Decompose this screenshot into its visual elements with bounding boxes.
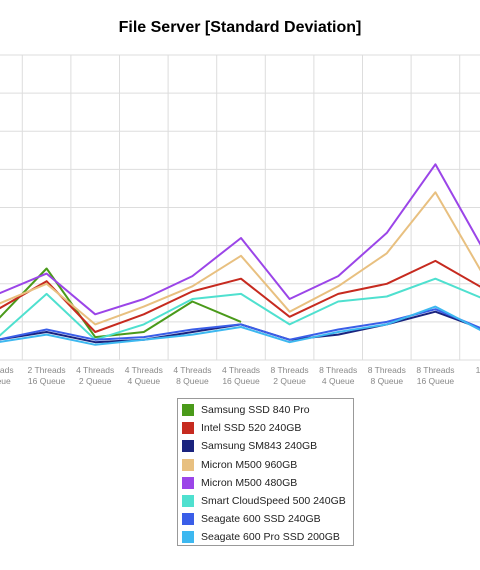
x-tick-label: 8 Threads: [319, 365, 357, 375]
legend-label: Micron M500 960GB: [201, 458, 298, 471]
legend-swatch: [182, 404, 194, 417]
x-tick-label: 8 Threads: [368, 365, 406, 375]
x-tick-label: 8 Queue: [176, 376, 209, 386]
legend-item: Intel SSD 520 240GB: [182, 419, 353, 437]
legend-item: Seagate 600 Pro SSD 200GB: [182, 528, 353, 546]
legend-label: Samsung SM843 240GB: [201, 440, 318, 453]
legend-label: Intel SSD 520 240GB: [201, 422, 302, 435]
legend-item: Samsung SM843 240GB: [182, 437, 353, 455]
x-tick-label: 4 Queue: [127, 376, 160, 386]
x-tick-label: 8 Threads: [271, 365, 309, 375]
x-tick-label: 16 Queue: [417, 376, 455, 386]
x-tick-label: 16 Queue: [222, 376, 260, 386]
x-tick-label: 4 Queue: [322, 376, 355, 386]
chart-title: File Server [Standard Deviation]: [118, 19, 362, 36]
series-line-4: [0, 191, 480, 326]
legend-label: Seagate 600 SSD 240GB: [201, 513, 321, 526]
x-tick-label: 4 Threads: [76, 365, 114, 375]
x-tick-label: 16 T: [476, 365, 480, 375]
x-tick-label: 2 Threads: [28, 365, 66, 375]
x-tick-label: 4 Threads: [222, 365, 260, 375]
x-tick-label: 2 Queue: [79, 376, 112, 386]
series-lines: [0, 163, 480, 346]
legend-swatch: [182, 422, 194, 435]
x-tick-label: 8 Queue: [370, 376, 403, 386]
legend-label: Micron M500 480GB: [201, 476, 298, 489]
series-line-2: [0, 259, 480, 333]
legend: Samsung SSD 840 Pro Intel SSD 520 240GB Sa…: [177, 398, 354, 546]
x-tick-label: Queue: [0, 376, 11, 386]
legend-item: Samsung SSD 840 Pro: [182, 401, 353, 419]
legend-swatch: [182, 531, 194, 544]
series-line-7: [0, 308, 480, 341]
x-tick-label: 2 Queue: [273, 376, 306, 386]
legend-item: Micron M500 480GB: [182, 474, 353, 492]
series-line-8: [0, 305, 480, 346]
legend-swatch: [182, 440, 194, 453]
x-tick-label: Threads: [0, 365, 14, 375]
legend-item: Smart CloudSpeed 500 240GB: [182, 492, 353, 510]
legend-label: Samsung SSD 840 Pro: [201, 404, 310, 417]
legend-label: Seagate 600 Pro SSD 200GB: [201, 531, 340, 544]
series-line-5: [0, 163, 480, 316]
legend-label: Smart CloudSpeed 500 240GB: [201, 495, 346, 508]
grid: [0, 54, 480, 361]
legend-swatch: [182, 495, 194, 508]
legend-swatch: [182, 458, 194, 471]
x-tick-label: 4 Threads: [173, 365, 211, 375]
legend-item: Seagate 600 SSD 240GB: [182, 510, 353, 528]
legend-item: Micron M500 960GB: [182, 456, 353, 474]
legend-swatch: [182, 476, 194, 489]
series-line-6: [0, 277, 480, 341]
x-tick-label: 16 Queue: [28, 376, 66, 386]
x-tick-label: 8 Threads: [416, 365, 454, 375]
legend-swatch: [182, 513, 194, 526]
x-tick-label: 4 Threads: [125, 365, 163, 375]
